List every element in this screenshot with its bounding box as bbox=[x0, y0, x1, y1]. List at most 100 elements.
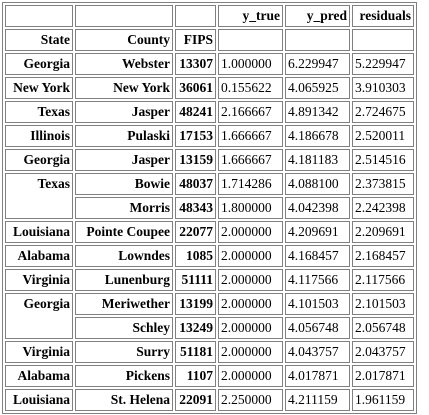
table-header: y_true y_pred residuals State County FIP… bbox=[5, 5, 414, 51]
cell-y-true: 2.000000 bbox=[218, 293, 283, 315]
row-county: Pickens bbox=[75, 365, 173, 387]
row-fips: 13307 bbox=[175, 53, 216, 75]
table-body: Georgia Webster 13307 1.000000 6.229947 5.229… bbox=[5, 53, 414, 411]
cell-y-true: 0.155622 bbox=[218, 77, 283, 99]
table-row: Illinois Pulaski 17153 1.666667 4.186678 2.52… bbox=[5, 125, 414, 147]
index-name-county: County bbox=[75, 29, 173, 51]
cell-y-true: 2.000000 bbox=[218, 365, 283, 387]
row-county: St. Helena bbox=[75, 389, 173, 411]
cell-y-pred: 4.209691 bbox=[285, 221, 350, 243]
header-blank-cell bbox=[175, 5, 216, 27]
row-fips: 48343 bbox=[175, 197, 216, 219]
table-row: Texas Bowie 48037 1.714286 4.088100 2.373815 bbox=[5, 173, 414, 219]
cell-residuals: 2.514516 bbox=[352, 149, 414, 171]
cell-y-pred: 4.043757 bbox=[285, 341, 350, 363]
row-state: Louisiana bbox=[5, 221, 73, 243]
row-fips: 22091 bbox=[175, 389, 216, 411]
row-state: Texas bbox=[5, 101, 73, 123]
row-fips: 22077 bbox=[175, 221, 216, 243]
row-state: New York bbox=[5, 77, 73, 99]
row-fips: 13249 bbox=[175, 317, 216, 339]
cell-y-pred: 4.088100 bbox=[285, 173, 350, 195]
column-header-y-true: y_true bbox=[218, 5, 283, 27]
cell-y-pred: 4.891342 bbox=[285, 101, 350, 123]
cell-y-pred: 4.211159 bbox=[285, 389, 350, 411]
table-row: Georgia Meriwether 13199 2.000000 4.101503 2.… bbox=[5, 293, 414, 339]
cell-y-pred: 4.117566 bbox=[285, 269, 350, 291]
dataframe-container: y_true y_pred residuals State County FIP… bbox=[2, 2, 417, 414]
table-row: Louisiana St. Helena 22091 2.250000 4.211159… bbox=[5, 389, 414, 411]
table-row: Morris 48343 1.800000 4.042398 2.242398 bbox=[5, 197, 414, 219]
cell-y-pred: 4.186678 bbox=[285, 125, 350, 147]
column-header-residuals: residuals bbox=[352, 5, 414, 27]
cell-residuals: 2.117566 bbox=[352, 269, 414, 291]
cell-y-pred: 4.042398 bbox=[285, 197, 350, 219]
row-county: Lunenburg bbox=[75, 269, 173, 291]
row-fips: 13199 bbox=[175, 293, 216, 315]
cell-residuals: 2.168457 bbox=[352, 245, 414, 267]
table-row: Virginia Surry 51181 2.000000 4.043757 2.0437… bbox=[5, 341, 414, 363]
row-fips: 48037 bbox=[175, 173, 216, 195]
table-row: Alabama Pickens 1107 2.000000 4.017871 2.0178… bbox=[5, 365, 414, 387]
row-fips: 48241 bbox=[175, 101, 216, 123]
cell-residuals: 2.520011 bbox=[352, 125, 414, 147]
header-blank-cell bbox=[5, 5, 73, 27]
table-row: Georgia Jasper 13159 1.666667 4.181183 2.5145… bbox=[5, 149, 414, 171]
row-fips: 13159 bbox=[175, 149, 216, 171]
row-county: Lowndes bbox=[75, 245, 173, 267]
column-header-y-pred: y_pred bbox=[285, 5, 350, 27]
row-fips: 1085 bbox=[175, 245, 216, 267]
index-name-fips: FIPS bbox=[175, 29, 216, 51]
row-county: Surry bbox=[75, 341, 173, 363]
cell-y-pred: 4.168457 bbox=[285, 245, 350, 267]
cell-residuals: 5.229947 bbox=[352, 53, 414, 75]
cell-y-true: 2.000000 bbox=[218, 317, 283, 339]
row-state: Virginia bbox=[5, 341, 73, 363]
row-county: Jasper bbox=[75, 149, 173, 171]
row-state: Illinois bbox=[5, 125, 73, 147]
header-blank-cell bbox=[352, 29, 414, 51]
cell-y-true: 2.000000 bbox=[218, 269, 283, 291]
cell-y-true: 1.800000 bbox=[218, 197, 283, 219]
row-state: Alabama bbox=[5, 245, 73, 267]
row-county: Webster bbox=[75, 53, 173, 75]
row-county: Bowie bbox=[75, 173, 173, 195]
row-fips: 51181 bbox=[175, 341, 216, 363]
row-state: Virginia bbox=[5, 269, 73, 291]
header-blank-cell bbox=[75, 5, 173, 27]
cell-residuals: 1.961159 bbox=[352, 389, 414, 411]
table-row: Schley 13249 2.000000 4.056748 2.056748 bbox=[5, 317, 414, 339]
cell-residuals: 2.043757 bbox=[352, 341, 414, 363]
row-state: Louisiana bbox=[5, 389, 73, 411]
index-name-state: State bbox=[5, 29, 73, 51]
cell-y-true: 1.666667 bbox=[218, 149, 283, 171]
cell-y-true: 2.000000 bbox=[218, 341, 283, 363]
row-state: Georgia bbox=[5, 293, 73, 339]
cell-residuals: 2.724675 bbox=[352, 101, 414, 123]
table-row: New York New York 36061 0.155622 4.065925 3.9… bbox=[5, 77, 414, 99]
cell-y-true: 2.250000 bbox=[218, 389, 283, 411]
table-row: Louisiana Pointe Coupee 22077 2.000000 4.209… bbox=[5, 221, 414, 243]
cell-residuals: 2.373815 bbox=[352, 173, 414, 195]
row-county: Pointe Coupee bbox=[75, 221, 173, 243]
cell-residuals: 3.910303 bbox=[352, 77, 414, 99]
row-fips: 51111 bbox=[175, 269, 216, 291]
cell-y-pred: 4.065925 bbox=[285, 77, 350, 99]
cell-y-pred: 4.181183 bbox=[285, 149, 350, 171]
cell-y-pred: 4.017871 bbox=[285, 365, 350, 387]
cell-y-pred: 4.101503 bbox=[285, 293, 350, 315]
row-county: Morris bbox=[75, 197, 173, 219]
cell-residuals: 2.101503 bbox=[352, 293, 414, 315]
row-state: Texas bbox=[5, 173, 73, 219]
cell-y-true: 2.000000 bbox=[218, 221, 283, 243]
header-blank-cell bbox=[218, 29, 283, 51]
cell-residuals: 2.017871 bbox=[352, 365, 414, 387]
row-county: Schley bbox=[75, 317, 173, 339]
index-name-row: State County FIPS bbox=[5, 29, 414, 51]
row-fips: 1107 bbox=[175, 365, 216, 387]
cell-y-true: 2.000000 bbox=[218, 245, 283, 267]
header-blank-cell bbox=[285, 29, 350, 51]
cell-y-pred: 4.056748 bbox=[285, 317, 350, 339]
cell-residuals: 2.242398 bbox=[352, 197, 414, 219]
row-fips: 36061 bbox=[175, 77, 216, 99]
